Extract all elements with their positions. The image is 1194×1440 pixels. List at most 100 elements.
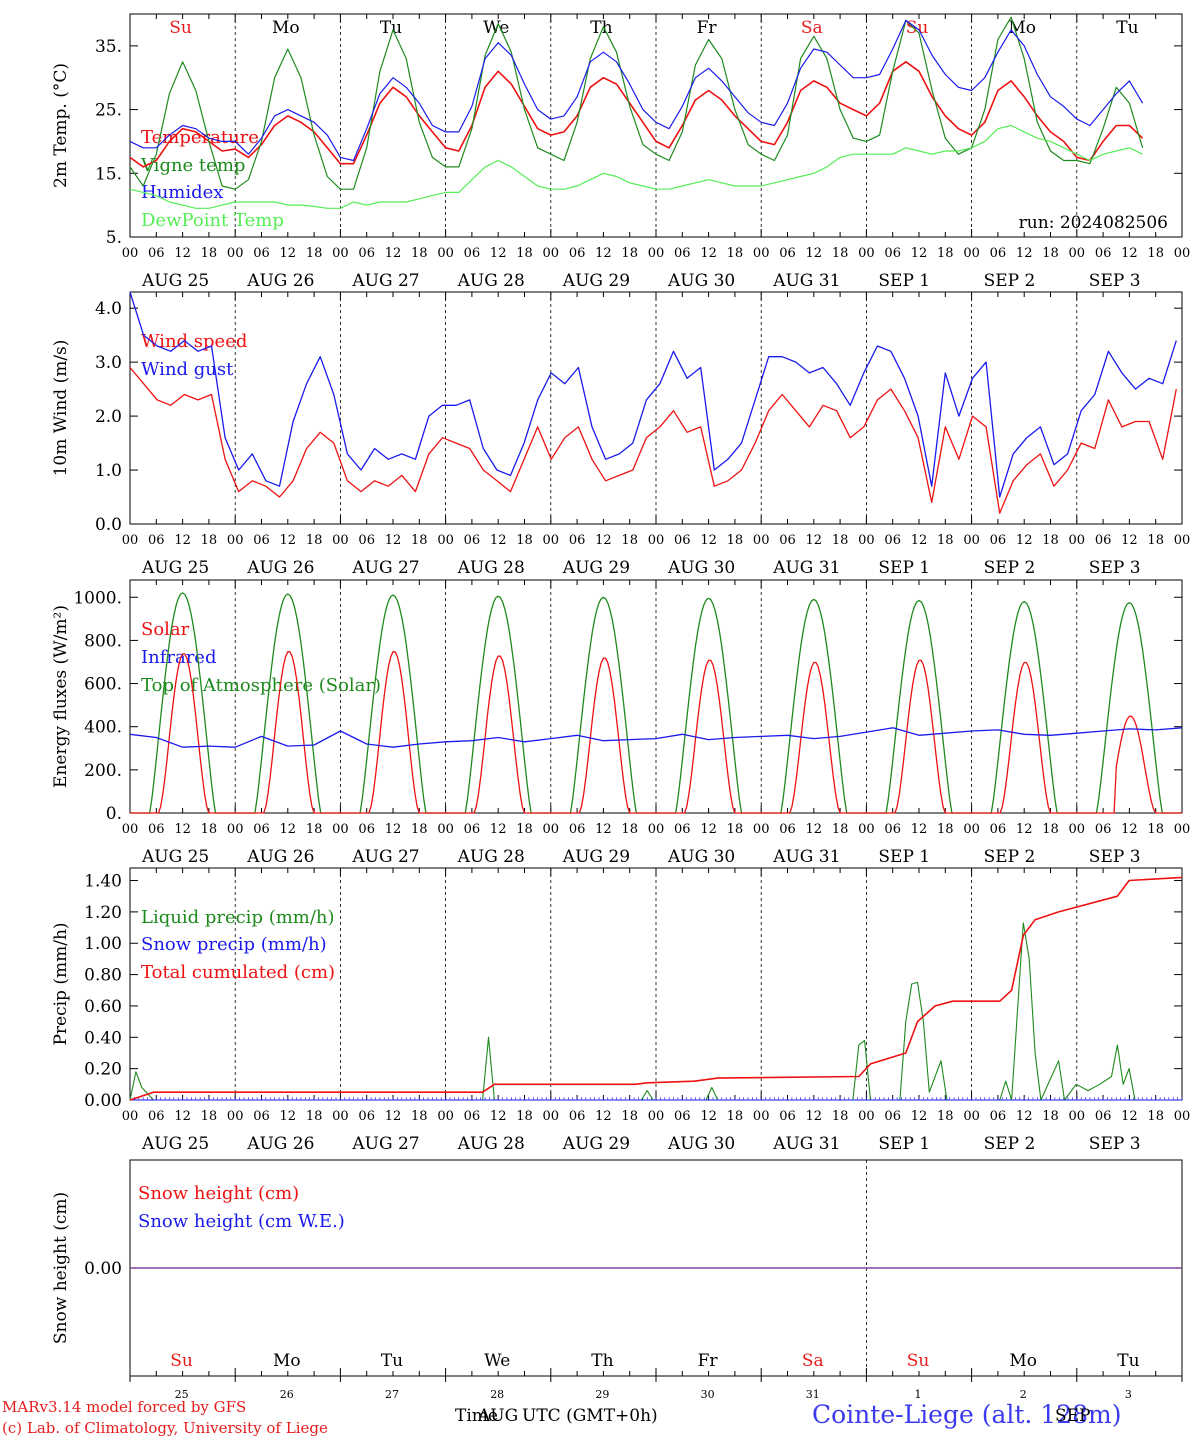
- hour-label: 00: [227, 1109, 244, 1124]
- y-tick-label: 0.: [106, 804, 122, 824]
- hour-label: 00: [227, 822, 244, 837]
- hour-label: 06: [464, 533, 481, 548]
- date-label: AUG 27: [351, 271, 419, 291]
- hour-label: 18: [306, 533, 323, 548]
- hour-label: 06: [779, 1109, 796, 1124]
- hour-label: 18: [1147, 533, 1164, 548]
- hour-label: 00: [122, 822, 139, 837]
- hour-label: 18: [1042, 822, 1059, 837]
- hour-label: 06: [674, 246, 691, 261]
- y-tick-label: 1.0: [95, 461, 122, 481]
- hour-label: 00: [753, 822, 770, 837]
- hour-label: 12: [1121, 246, 1138, 261]
- y-tick-label: 15.: [95, 164, 122, 184]
- hour-label: 06: [1095, 1109, 1112, 1124]
- hour-label: 18: [201, 246, 218, 261]
- hour-label: 12: [911, 822, 928, 837]
- series-line-wind-speed: [129, 367, 1177, 514]
- hour-label: 18: [201, 822, 218, 837]
- legend-entry: Total cumulated (cm): [141, 962, 335, 983]
- weekday-label: Tu: [1116, 18, 1138, 38]
- panel-3: 0. 200. 400. 600. 800. 1000.Energy fluxes (W/…: [51, 579, 1190, 867]
- weekday-label: Su: [170, 1351, 193, 1371]
- hour-label: 00: [648, 246, 665, 261]
- hour-label: 06: [358, 533, 375, 548]
- hour-label: 06: [674, 533, 691, 548]
- hour-label: 00: [858, 533, 875, 548]
- hour-label: 12: [1016, 822, 1033, 837]
- day-number-label: 30: [701, 1388, 715, 1401]
- hour-label: 06: [674, 1109, 691, 1124]
- hour-label: 12: [385, 822, 402, 837]
- hour-label: 06: [253, 822, 270, 837]
- hour-label: 06: [1095, 533, 1112, 548]
- y-tick-label: 0.00: [84, 1259, 122, 1279]
- y-tick-label: 0.00: [84, 1091, 122, 1111]
- hour-label: 12: [1016, 246, 1033, 261]
- hour-label: 18: [411, 1109, 428, 1124]
- hour-label: 06: [358, 822, 375, 837]
- hour-label: 06: [990, 1109, 1007, 1124]
- hour-label: 12: [1121, 1109, 1138, 1124]
- weekday-label: Sa: [802, 1351, 824, 1371]
- y-tick-label: 800.: [84, 631, 122, 651]
- credit-line-1: MARv3.14 model forced by GFS: [2, 1398, 247, 1416]
- hour-label: 06: [569, 533, 586, 548]
- legend-entry: DewPoint Temp: [141, 210, 284, 231]
- credit-line-2: (c) Lab. of Climatology, University of L…: [2, 1419, 328, 1437]
- series-line-total-cumulated-cm-: [129, 876, 1183, 1101]
- time-axis-title-b: AUG: [478, 1406, 519, 1426]
- hour-label: 18: [306, 1109, 323, 1124]
- y-axis-label: Precip (mm/h): [51, 922, 71, 1045]
- series-line-infrared: [129, 727, 1183, 748]
- hour-label: 18: [411, 246, 428, 261]
- weekday-label: Sa: [801, 18, 823, 38]
- hour-label: 06: [253, 1109, 270, 1124]
- date-label: AUG 29: [562, 1134, 630, 1154]
- hour-label: 12: [595, 246, 612, 261]
- hour-label: 00: [753, 246, 770, 261]
- date-label: SEP 3: [1089, 271, 1141, 291]
- hour-label: 12: [911, 246, 928, 261]
- date-label: AUG 31: [772, 847, 840, 867]
- hour-label: 18: [832, 533, 849, 548]
- hour-label: 00: [753, 1109, 770, 1124]
- hour-label: 18: [727, 822, 744, 837]
- date-label: AUG 27: [351, 1134, 419, 1154]
- hour-label: 18: [937, 1109, 954, 1124]
- panel-frame: [129, 13, 1183, 238]
- hour-label: 12: [595, 533, 612, 548]
- y-tick-label: 5.: [106, 228, 122, 248]
- hour-label: 00: [963, 1109, 980, 1124]
- hour-label: 12: [280, 533, 297, 548]
- hour-label: 18: [201, 1109, 218, 1124]
- weekday-label: Th: [590, 18, 612, 38]
- weekday-label: Tu: [380, 18, 402, 38]
- hour-label: 12: [911, 1109, 928, 1124]
- series-line-temperature: [129, 61, 1144, 168]
- date-label: AUG 29: [562, 558, 630, 578]
- date-label: AUG 31: [772, 558, 840, 578]
- hour-label: 00: [437, 1109, 454, 1124]
- y-tick-label: 1.00: [84, 934, 122, 954]
- day-number-label: 2: [1020, 1388, 1027, 1401]
- y-tick-label: 2.0: [95, 407, 122, 427]
- hour-label: 06: [884, 822, 901, 837]
- hour-label: 06: [358, 246, 375, 261]
- date-label: SEP 2: [984, 271, 1036, 291]
- hour-label: 12: [490, 1109, 507, 1124]
- date-label: AUG 30: [667, 1134, 735, 1154]
- date-label: AUG 26: [246, 847, 314, 867]
- legend-entry: Temperature: [141, 127, 259, 148]
- hour-label: 00: [227, 246, 244, 261]
- time-axis-sep: SEP: [1055, 1406, 1091, 1426]
- hour-label: 12: [490, 246, 507, 261]
- hour-label: 18: [937, 533, 954, 548]
- y-tick-label: 200.: [84, 761, 122, 781]
- weekday-label: Tu: [381, 1351, 403, 1371]
- date-label: AUG 31: [772, 271, 840, 291]
- hour-label: 06: [674, 822, 691, 837]
- hour-label: 18: [832, 822, 849, 837]
- hour-label: 12: [1121, 822, 1138, 837]
- date-label: AUG 26: [246, 271, 314, 291]
